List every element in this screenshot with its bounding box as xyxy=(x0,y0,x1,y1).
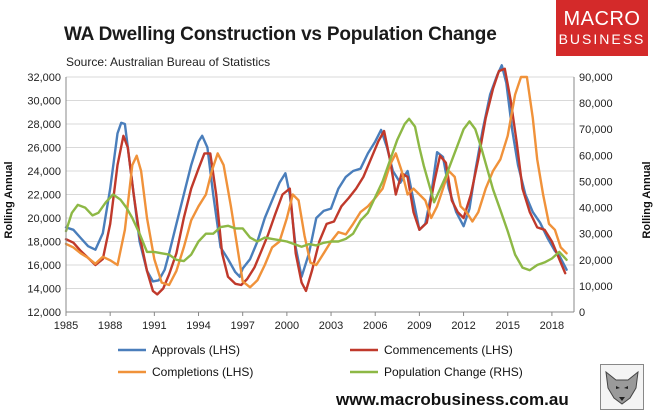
chart-title: WA Dwelling Construction vs Population C… xyxy=(64,24,497,45)
logo-line-2: BUSINESS xyxy=(558,31,646,47)
legend-label: Commencements (LHS) xyxy=(384,343,513,357)
x-tick-label: 2015 xyxy=(495,320,519,332)
left-tick-label: 20,000 xyxy=(27,213,61,225)
x-tick-label: 2012 xyxy=(451,320,475,332)
right-tick-label: 70,000 xyxy=(579,124,613,136)
series-line-4 xyxy=(64,117,568,272)
axes: 12,000 14,000 16,000 18,000 20,000 22,000 24,0… xyxy=(27,72,612,332)
right-tick-label: 30,000 xyxy=(579,229,613,241)
left-axis-label: Rolling Annual xyxy=(3,161,15,238)
right-tick-label: 80,000 xyxy=(579,98,613,110)
right-tick-label: 20,000 xyxy=(579,255,613,267)
series-lines xyxy=(64,64,568,296)
right-tick-label: 40,000 xyxy=(579,203,613,215)
x-tick-label: 1985 xyxy=(54,320,78,332)
right-tick-label: 60,000 xyxy=(579,150,613,162)
x-tick-label: 1988 xyxy=(98,320,122,332)
right-tick-label: 50,000 xyxy=(579,176,613,188)
right-axis-label: Rolling Annual xyxy=(641,161,653,238)
logo-line-1: MACRO xyxy=(563,8,641,30)
left-tick-label: 28,000 xyxy=(27,119,61,131)
x-tick-label: 1997 xyxy=(230,320,254,332)
left-tick-label: 24,000 xyxy=(27,166,61,178)
legend: Approvals (LHS) Commencements (LHS) Comple… xyxy=(118,343,523,379)
left-tick-label: 16,000 xyxy=(27,260,61,272)
legend-label: Approvals (LHS) xyxy=(152,343,240,357)
right-tick-label: 90,000 xyxy=(579,72,613,84)
x-tick-label: 2009 xyxy=(407,320,431,332)
x-tick-label: 1991 xyxy=(142,320,166,332)
left-tick-label: 22,000 xyxy=(27,190,61,202)
left-tick-label: 14,000 xyxy=(27,284,61,296)
left-tick-label: 12,000 xyxy=(27,307,61,319)
right-tick-label: 10,000 xyxy=(579,281,613,293)
left-tick-label: 30,000 xyxy=(27,96,61,108)
footer-url: www.macrobusiness.com.au xyxy=(336,390,569,409)
legend-label: Completions (LHS) xyxy=(152,365,253,379)
x-tick-label: 2006 xyxy=(363,320,387,332)
x-tick-label: 1994 xyxy=(186,320,210,332)
legend-label: Population Change (RHS) xyxy=(384,365,523,379)
fox-logo-icon xyxy=(600,364,644,410)
left-tick-label: 26,000 xyxy=(27,143,61,155)
grid-lines xyxy=(66,76,574,313)
left-tick-label: 32,000 xyxy=(27,72,61,84)
macrobusiness-logo: MACRO BUSINESS xyxy=(556,0,648,56)
x-tick-label: 2018 xyxy=(540,320,564,332)
x-tick-label: 2003 xyxy=(319,320,343,332)
series-line-3 xyxy=(64,75,568,289)
right-tick-label: 0 xyxy=(579,307,585,319)
x-tick-label: 2000 xyxy=(275,320,299,332)
chart-source: Source: Australian Bureau of Statistics xyxy=(66,55,271,69)
left-tick-label: 18,000 xyxy=(27,237,61,249)
